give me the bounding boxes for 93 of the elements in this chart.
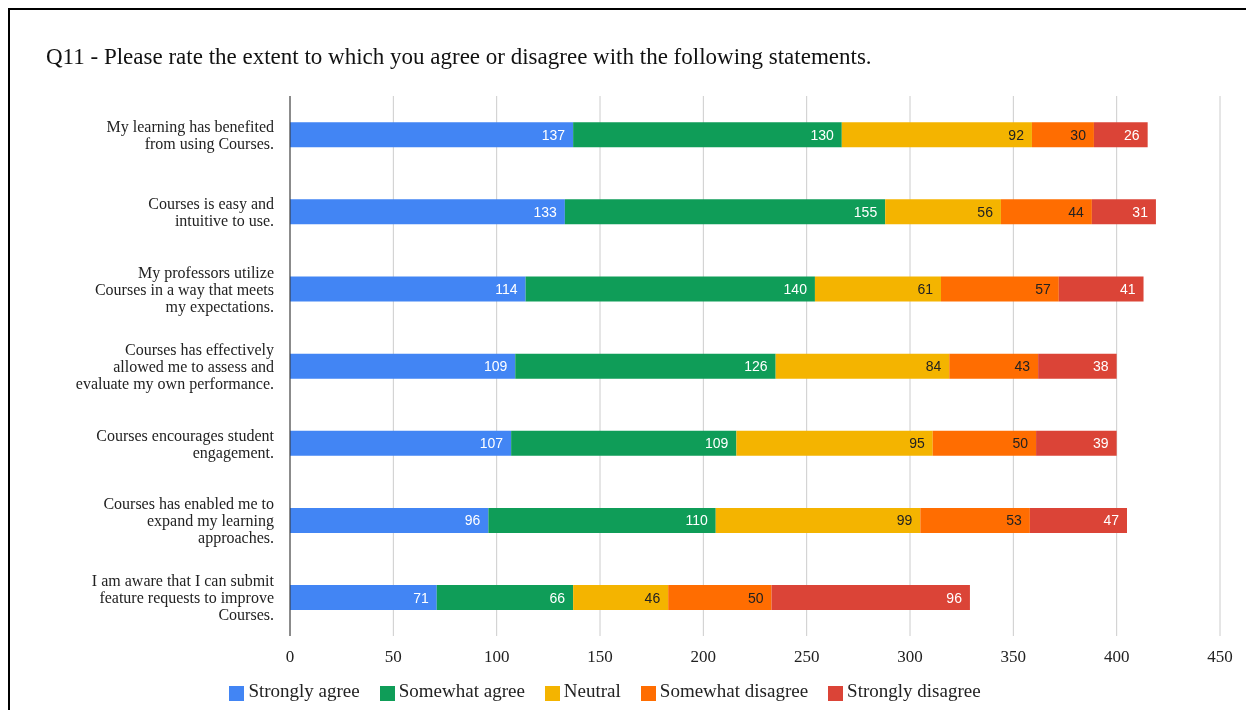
bar [488, 507, 716, 533]
y-tick-label: My professors utilize Courses in a way that meets my expectations. [94, 263, 274, 316]
data-label: 61 [917, 280, 934, 297]
data-label: 110 [685, 512, 708, 529]
bar [525, 276, 815, 302]
legend-label: Somewhat agree [398, 680, 525, 701]
data-label: 43 [1014, 358, 1031, 375]
data-label: 107 [479, 435, 504, 452]
bar [814, 276, 941, 302]
data-label: 71 [413, 589, 429, 606]
chart-title: Q11 - Please rate the extent to which you agree or disagree with the following statements. [46, 44, 872, 70]
y-tick-label: Courses is easy and intuitive to use. [148, 194, 274, 229]
bar [1091, 199, 1156, 225]
bar [290, 353, 516, 379]
bar [771, 585, 970, 611]
legend-label: Somewhat disagree [659, 680, 809, 701]
x-tick-label: 150 [587, 647, 613, 667]
legend-label: Neutral [563, 680, 621, 701]
bar [1093, 122, 1148, 148]
bar [668, 585, 772, 611]
data-label: 57 [1035, 280, 1052, 297]
x-tick-label: 300 [897, 647, 923, 667]
data-label: 155 [853, 203, 878, 220]
bar [1000, 199, 1092, 225]
data-label: 66 [549, 589, 566, 606]
legend-label: Strongly disagree [847, 680, 981, 701]
data-label: 30 [1070, 126, 1087, 143]
bar [1036, 430, 1117, 456]
bar [564, 199, 886, 225]
bar [290, 199, 565, 225]
data-label: 109 [705, 435, 729, 452]
bar [949, 353, 1039, 379]
x-tick-label: 100 [483, 647, 510, 667]
bar [841, 122, 1032, 148]
data-label: 114 [495, 280, 518, 297]
data-label: 133 [533, 203, 558, 220]
data-label: 41 [1119, 280, 1136, 297]
bar [515, 353, 776, 379]
bar [290, 507, 489, 533]
bar [290, 585, 437, 611]
data-label: 109 [483, 358, 508, 375]
y-tick-label: My learning has benefited from using Courses. [106, 117, 274, 153]
x-tick-label: 50 [384, 647, 402, 667]
data-label: 46 [644, 589, 661, 606]
bar [885, 199, 1001, 225]
x-tick-label: 200 [690, 647, 717, 667]
legend-label: Strongly agree [248, 680, 360, 701]
y-tick-label: Courses has enabled me to expand my learning approaches. [103, 494, 274, 547]
data-label: 130 [810, 126, 835, 143]
bar [573, 585, 669, 611]
bar [290, 276, 526, 302]
y-tick-label: Courses has effectively allowed me to assess and evaluate my own performance. [75, 340, 274, 393]
data-label: 96 [464, 512, 481, 529]
bar [920, 507, 1030, 533]
x-tick-label: 400 [1103, 647, 1130, 667]
bar [436, 585, 574, 611]
data-label: 99 [896, 512, 913, 529]
data-label: 56 [977, 203, 994, 220]
bar [1058, 276, 1144, 302]
data-label: 39 [1093, 435, 1109, 452]
bar [1031, 122, 1094, 148]
data-label: 92 [1008, 126, 1025, 143]
x-tick-label: 250 [793, 647, 820, 667]
data-label: 50 [747, 589, 764, 606]
data-label: 96 [946, 589, 963, 606]
bar [736, 430, 933, 456]
bar [715, 507, 921, 533]
y-tick-label: Courses encourages student engagement. [96, 426, 275, 462]
x-tick-label: 0 [285, 647, 295, 667]
x-tick-label: 350 [1000, 647, 1027, 667]
data-label: 53 [1006, 512, 1023, 529]
data-label: 126 [744, 358, 768, 375]
data-label: 95 [909, 435, 925, 452]
bar [573, 122, 842, 148]
data-label: 84 [925, 358, 942, 375]
data-label: 44 [1068, 203, 1085, 220]
data-label: 47 [1103, 512, 1120, 529]
bar [932, 430, 1037, 456]
bar [1029, 507, 1127, 533]
data-label: 50 [1012, 435, 1029, 452]
bar [290, 430, 512, 456]
data-label: 137 [541, 126, 566, 143]
bar [941, 276, 1059, 302]
bar [290, 122, 574, 148]
bar [775, 353, 950, 379]
x-tick-label: 450 [1207, 647, 1233, 667]
data-label: 26 [1124, 126, 1140, 143]
y-tick-label: I am aware that I can submit feature requests to improve Courses. [91, 571, 275, 623]
data-label: 31 [1132, 203, 1149, 220]
data-label: 140 [783, 280, 808, 297]
data-label: 38 [1093, 358, 1109, 375]
bar [511, 430, 737, 456]
bar [1038, 353, 1117, 379]
